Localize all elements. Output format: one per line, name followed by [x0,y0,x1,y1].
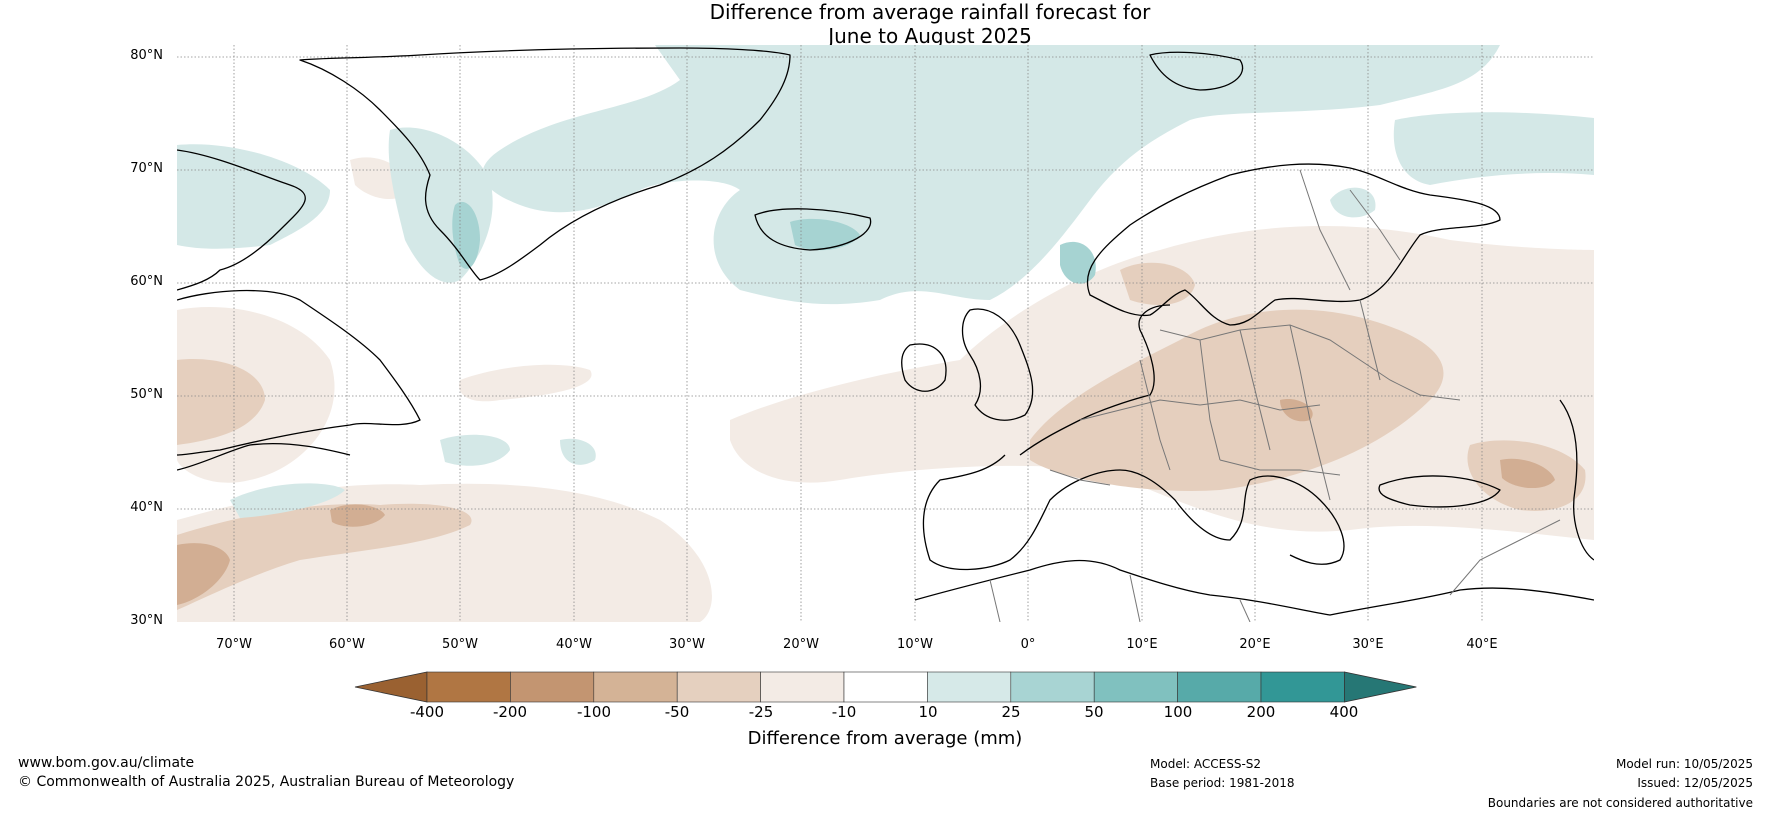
colorbar-swatch [1093,671,1178,703]
lon-label-20w: 20°W [783,637,819,652]
colorbar-swatch [1260,671,1345,703]
colorbar-tick: -400 [409,703,445,721]
model-run-text: Model run: 10/05/2025 [1615,757,1753,771]
colorbar-tick: 50 [1084,703,1104,721]
colorbar-label: Difference from average (mm) [747,728,1023,749]
title-line-1: Difference from average rainfall forecas… [709,0,1151,24]
colorbar-swatch [593,671,678,703]
lon-label-70w: 70°W [216,637,252,652]
wet-anomaly-light [177,45,1594,518]
colorbar-tick: -25 [748,703,774,721]
website-link[interactable]: www.bom.gov.au/climate [18,755,195,771]
model-text: Model: ACCESS-S2 [1150,757,1262,771]
coastlines [177,47,1594,616]
colorbar-swatch [927,671,1012,703]
dry-anomaly-strong [177,399,1555,605]
lon-label-20e: 20°E [1239,637,1271,652]
lon-label-40e: 40°E [1466,637,1498,652]
colorbar-swatch [510,671,595,703]
lon-label-30e: 30°E [1352,637,1384,652]
colorbar-tick: 400 [1329,703,1359,721]
map-title: Difference from average rainfall forecas… [600,0,1260,48]
lon-label-30w: 30°W [669,637,705,652]
colorbar-tick: 200 [1246,703,1276,721]
colorbar-swatch [1177,671,1262,703]
colorbar-swatch [426,671,511,703]
lat-label-60n: 60°N [130,274,163,289]
colorbar-tick: 100 [1163,703,1193,721]
copyright-text: © Commonwealth of Australia 2025, Austra… [18,774,515,790]
colorbar-tick: -200 [492,703,528,721]
colorbar-swatch [843,671,928,703]
lon-label-40w: 40°W [556,637,592,652]
colorbar-extend-low [354,671,428,703]
lon-label-10e: 10°E [1126,637,1158,652]
colorbar-tick: -50 [664,703,690,721]
colorbar-swatch [760,671,845,703]
colorbar-swatch [676,671,761,703]
lat-label-80n: 80°N [130,48,163,63]
lat-label-30n: 30°N [130,613,163,628]
title-line-2: June to August 2025 [828,24,1032,48]
issued-text: Issued: 12/05/2025 [1637,776,1753,790]
colorbar-tick: 25 [1001,703,1021,721]
colorbar-tick: 10 [918,703,938,721]
lat-label-50n: 50°N [130,387,163,402]
lon-label-50w: 50°W [442,637,478,652]
colorbar-tick: -10 [831,703,857,721]
lon-label-10w: 10°W [897,637,933,652]
lon-label-0: 0° [1020,637,1036,652]
base-period-text: Base period: 1981-2018 [1150,776,1295,790]
map-layers [177,45,1594,622]
country-borders [989,169,1561,622]
colorbar-extend-high [1344,671,1417,703]
colorbar-tick: -100 [576,703,612,721]
lat-label-70n: 70°N [130,161,163,176]
lon-label-60w: 60°W [329,637,365,652]
disclaimer-text: Boundaries are not considered authoritat… [1487,796,1753,810]
colorbar-swatch [1010,671,1095,703]
lat-label-40n: 40°N [130,500,163,515]
